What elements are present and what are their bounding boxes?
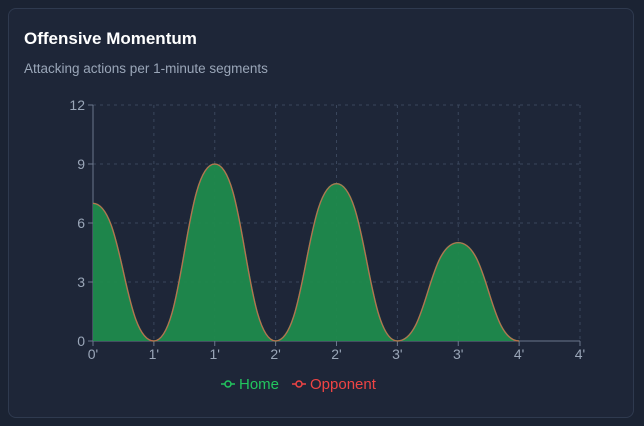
y-tick-label: 6	[77, 215, 85, 231]
chart-subtitle: Attacking actions per 1-minute segments	[24, 61, 268, 76]
x-tick-label: 1'	[210, 346, 220, 362]
x-tick-label: 1'	[149, 346, 159, 362]
x-tick-label: 3'	[392, 346, 402, 362]
opponent-line	[92, 163, 520, 342]
y-tick-label: 3	[77, 274, 85, 290]
home-legend-marker	[224, 380, 232, 388]
opponent-legend-marker	[295, 380, 303, 388]
y-tick-label: 12	[69, 97, 85, 113]
home-area	[93, 164, 520, 341]
x-tick-label: 4'	[514, 346, 524, 362]
x-tick-label: 2'	[331, 346, 341, 362]
home-legend-label: Home	[239, 376, 279, 393]
x-tick-label: 4'	[575, 346, 585, 362]
opponent-legend-label: Opponent	[310, 376, 377, 393]
chart-title: Offensive Momentum	[24, 29, 197, 48]
x-tick-label: 2'	[270, 346, 280, 362]
y-tick-label: 9	[77, 156, 85, 172]
x-tick-label: 0'	[88, 346, 98, 362]
x-tick-label: 3'	[453, 346, 463, 362]
y-tick-label: 0	[77, 333, 85, 349]
